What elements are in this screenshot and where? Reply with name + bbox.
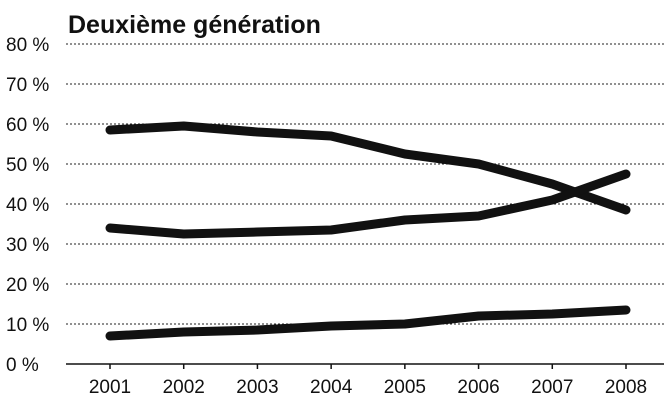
x-tick-label: 2002 (163, 377, 205, 398)
x-tick-label: 2006 (457, 377, 499, 398)
series-line-3 (105, 305, 631, 341)
x-tick-label: 2008 (605, 377, 647, 398)
x-tick-label: 2004 (310, 377, 353, 398)
y-tick-label: 40 % (6, 195, 49, 216)
y-tick-label: 0 % (6, 355, 39, 376)
y-tick-label: 50 % (6, 155, 49, 176)
series-line-2 (105, 169, 631, 239)
series-line-1 (105, 121, 631, 215)
x-tick-label: 2001 (89, 377, 131, 398)
y-tick-label: 70 % (6, 75, 49, 96)
gridlines (66, 43, 664, 325)
y-tick-label: 60 % (6, 115, 49, 136)
x-tick-label: 2003 (236, 377, 278, 398)
series-lines (105, 121, 631, 341)
y-tick-label: 20 % (6, 275, 49, 296)
x-axis: 2001 2002 2003 2004 2005 2006 2007 2008 (66, 363, 664, 398)
y-tick-label: 80 % (6, 35, 49, 56)
y-tick-label: 30 % (6, 235, 49, 256)
y-axis-tick-labels: 0 % 10 % 20 % 30 % 40 % 50 % 60 % 70 % 80 % (6, 35, 49, 376)
x-tick-label: 2005 (384, 377, 426, 398)
x-tick-label: 2007 (531, 377, 573, 398)
y-tick-label: 10 % (6, 315, 49, 336)
chart-title: Deuxième génération (68, 11, 321, 39)
